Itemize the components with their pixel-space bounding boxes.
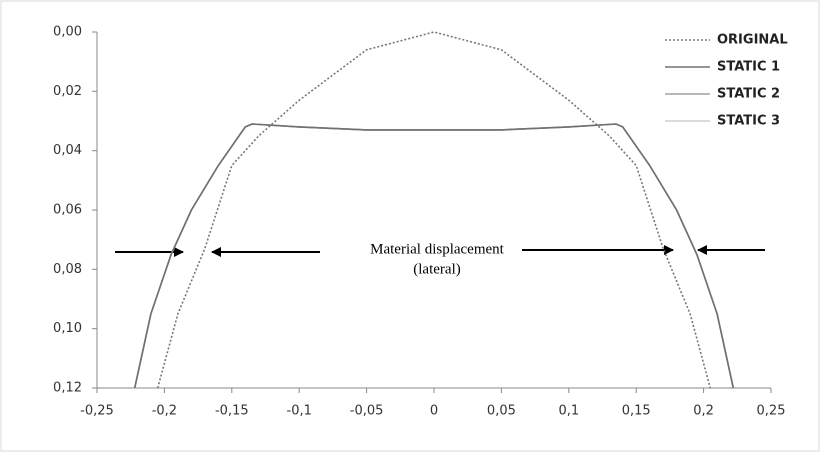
x-tick-label: -0,1 [287,404,312,419]
x-tick-label: -0,05 [350,404,384,419]
y-tick-label: 0,06 [53,203,82,218]
y-tick-label: 0,10 [53,321,82,336]
y-tick-label: 0,02 [53,84,82,99]
annotation: Material displacement [370,241,505,257]
x-tick-label: 0 [430,404,438,419]
legend-label: STATIC 2 [717,87,780,102]
x-tick-label: 0,15 [622,404,651,419]
x-tick-label: 0,25 [757,404,786,419]
x-tick-label: -0,15 [215,404,249,419]
y-tick-label: 0,08 [53,262,82,277]
x-tick-label: 0,05 [487,404,516,419]
series-line [156,31,712,389]
y-tick-label: 0,04 [53,143,82,158]
x-tick-label: 0,1 [558,404,579,419]
x-tick-label: -0,2 [152,404,177,419]
legend-label: STATIC 3 [717,114,780,129]
legend-label: STATIC 1 [717,60,780,75]
series-line [133,123,735,389]
x-tick-label: -0,25 [80,404,114,419]
y-tick-label: 0,00 [53,25,82,40]
legend-label: ORIGINAL [717,33,788,48]
x-tick-label: 0,2 [693,404,714,419]
y-tick-label: 0,12 [53,381,82,396]
annotation: (lateral) [413,261,460,277]
